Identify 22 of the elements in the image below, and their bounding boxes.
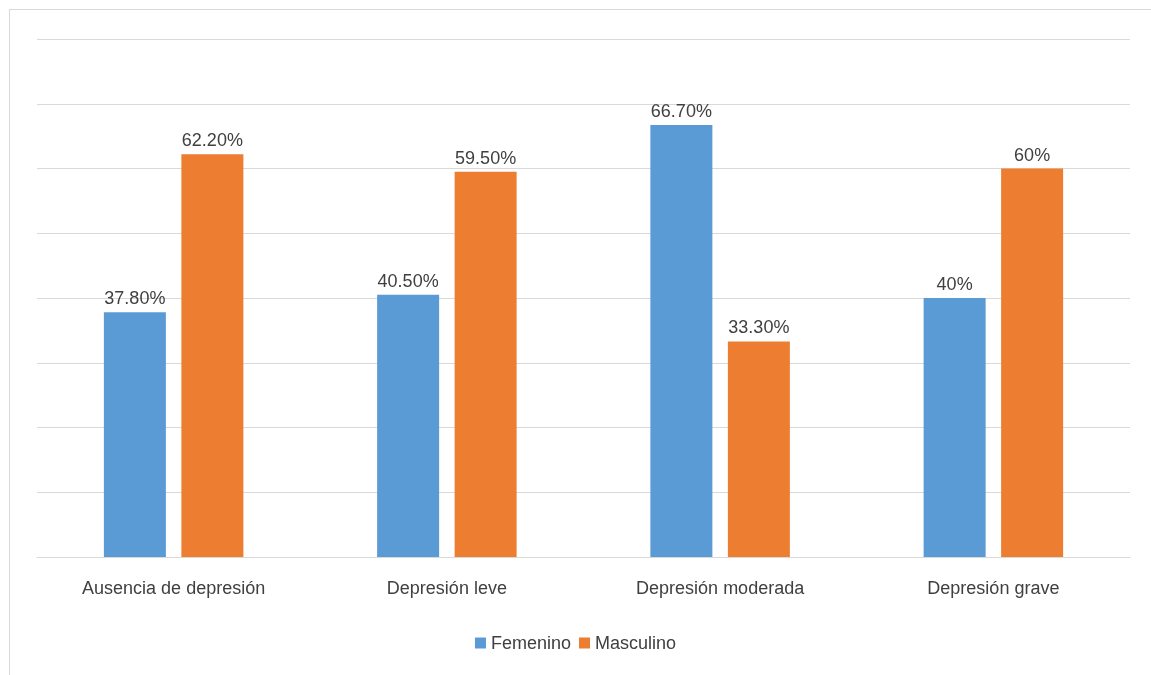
bar <box>377 294 440 557</box>
data-label: 62.20% <box>181 130 243 151</box>
bar <box>181 154 244 557</box>
data-label: 37.80% <box>104 288 166 309</box>
bar <box>650 125 713 557</box>
x-tick-label: Depresión moderada <box>636 578 806 598</box>
legend-label: Femenino <box>490 633 572 653</box>
legend-label: Masculino <box>595 633 677 653</box>
data-label: 60% <box>1014 144 1051 165</box>
data-label: 40.50% <box>377 270 439 291</box>
bar <box>103 312 166 557</box>
x-tick-label: Depresión grave <box>927 578 1060 598</box>
bar <box>454 171 517 557</box>
x-tick-label: Ausencia de depresión <box>82 578 266 598</box>
data-label: 66.70% <box>650 101 712 122</box>
bar <box>923 298 986 557</box>
data-label: 33.30% <box>728 317 790 338</box>
data-label: 40% <box>936 274 973 294</box>
bar <box>1001 168 1064 557</box>
x-tick-label: Depresión leve <box>386 578 507 598</box>
bar <box>727 341 790 557</box>
data-label: 59.50% <box>455 147 517 168</box>
